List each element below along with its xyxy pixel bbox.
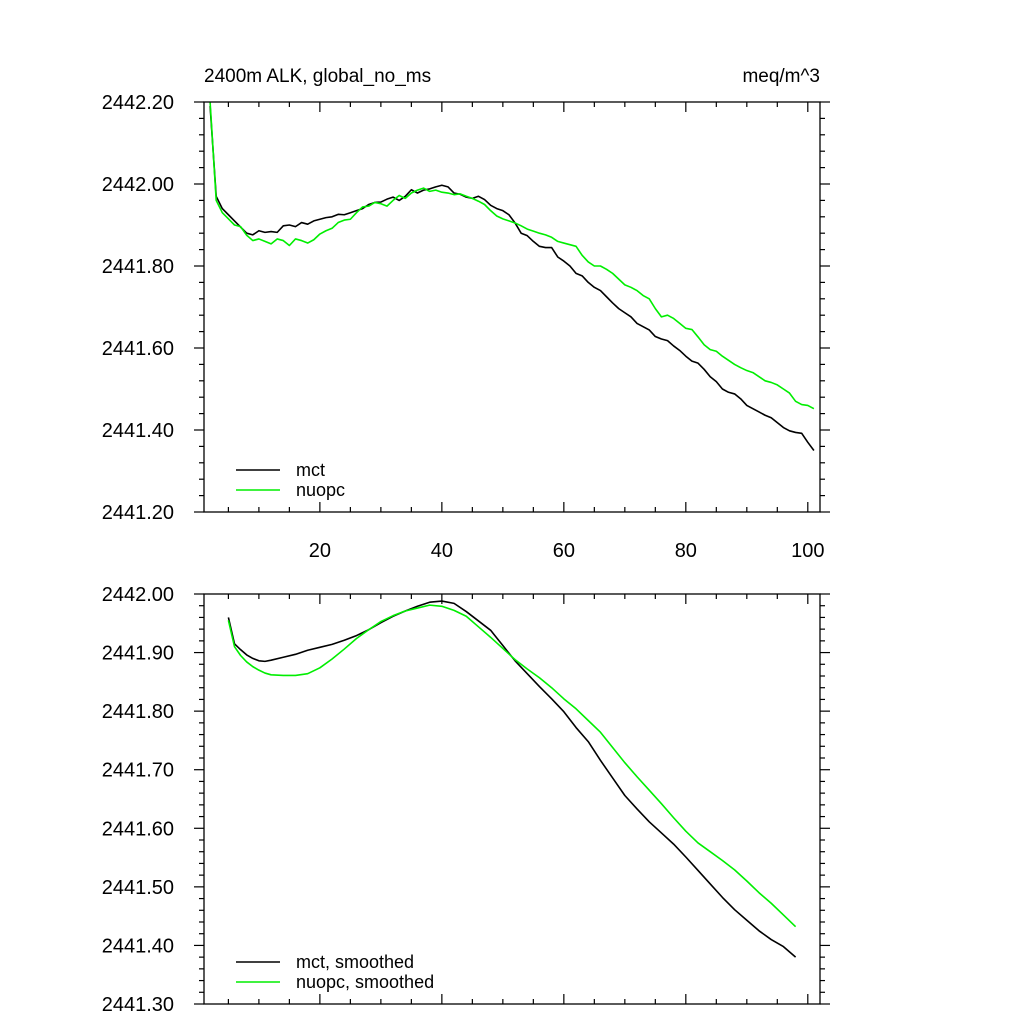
panel-top-series — [209, 101, 815, 451]
legend-label-nuopc-smoothed: nuopc, smoothed — [296, 972, 434, 992]
y-tick-label: 2441.50 — [102, 877, 174, 899]
y-tick-label: 2442.00 — [102, 584, 174, 606]
x-tick-label: 80 — [675, 540, 697, 562]
panel-bottom-legend: mct, smoothed nuopc, smoothed — [236, 952, 434, 992]
y-tick-label: 2442.20 — [102, 92, 174, 114]
series-line-nuopc — [209, 101, 815, 410]
legend-label-mct-smoothed: mct, smoothed — [296, 952, 414, 972]
series-line-nuopc-smoothed — [227, 604, 797, 928]
x-tick-label: 100 — [791, 540, 824, 562]
panel-bottom-series — [227, 600, 797, 958]
legend-label-mct: mct — [296, 460, 325, 480]
y-tick-label: 2442.00 — [102, 174, 174, 196]
panel-top-title: 2400m ALK, global_no_ms — [204, 66, 431, 87]
panel-bottom-ticks — [194, 593, 830, 1005]
y-tick-label: 2441.20 — [102, 502, 174, 524]
panel-bottom-frame — [203, 593, 821, 1005]
x-tick-label: 60 — [553, 540, 575, 562]
y-tick-label: 2441.60 — [102, 338, 174, 360]
y-tick-label: 2441.30 — [102, 994, 174, 1016]
y-tick-label: 2441.40 — [102, 420, 174, 442]
y-tick-label: 2441.90 — [102, 643, 174, 665]
panel-bottom-tick-labels: 2441.30 2441.40 2441.50 2441.60 2441.70 2441.… — [102, 584, 174, 1016]
panel-top-ticks — [194, 101, 830, 513]
y-tick-label: 2441.70 — [102, 760, 174, 782]
y-tick-label: 2441.80 — [102, 256, 174, 278]
panel-top-tick-labels: 20 40 60 80 100 2441.20 2441.40 2441.60 2441.80 2… — [102, 92, 825, 562]
x-tick-label: 40 — [431, 540, 453, 562]
legend-label-nuopc: nuopc — [296, 480, 345, 500]
panel-top-units: meq/m^3 — [742, 66, 820, 87]
y-tick-label: 2441.80 — [102, 701, 174, 723]
y-tick-label: 2441.60 — [102, 818, 174, 840]
panel-top: 2400m ALK, global_no_ms meq/m^3 20 40 60 80… — [102, 66, 830, 562]
panel-bottom: 2441.30 2441.40 2441.50 2441.60 2441.70 2441.… — [102, 584, 830, 1016]
x-tick-label: 20 — [309, 540, 331, 562]
y-tick-label: 2441.40 — [102, 935, 174, 957]
panel-top-legend: mct nuopc — [236, 460, 345, 500]
panel-top-frame — [203, 101, 821, 513]
series-line-mct — [209, 106, 815, 451]
series-line-mct-smoothed — [227, 600, 797, 958]
